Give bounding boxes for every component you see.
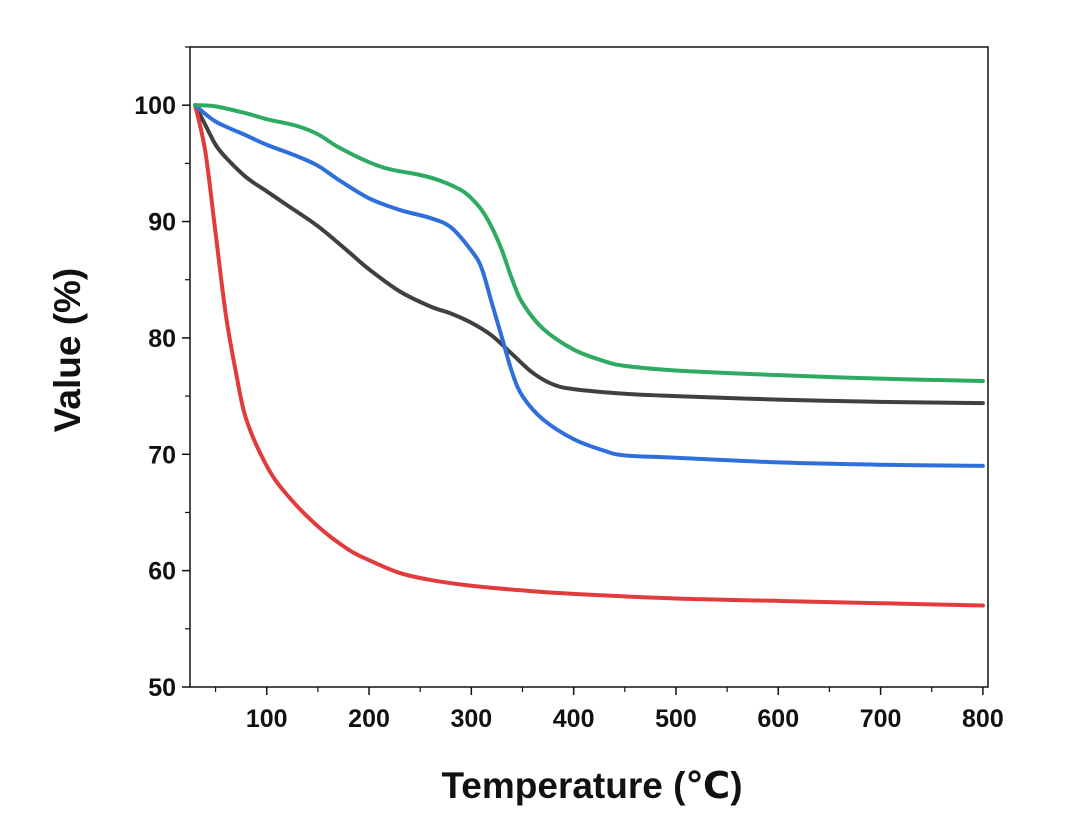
x-tick-label: 600 [757, 705, 799, 733]
y-tick-label: 80 [148, 325, 176, 353]
y-tick-label: 70 [148, 441, 176, 469]
y-tick-label: 50 [148, 674, 176, 702]
series-layer [193, 103, 985, 608]
x-tick-label: 800 [962, 705, 1004, 733]
series-line-2 [193, 103, 985, 608]
x-axis: 100 200 300 400 500 600 700 800 [214, 687, 1004, 733]
x-tick-label: 100 [246, 705, 288, 733]
y-axis-title: Value (%) [47, 268, 88, 433]
x-tick-label: 500 [655, 705, 697, 733]
x-tick-label: 200 [348, 705, 390, 733]
x-tick-label: 400 [553, 705, 595, 733]
y-tick-label: 100 [134, 92, 176, 120]
plot-frame [189, 46, 989, 688]
y-tick-label: 90 [148, 209, 176, 237]
series-line-4 [193, 103, 985, 383]
y-tick-label: 60 [148, 558, 176, 586]
x-tick-label: 300 [450, 705, 492, 733]
y-axis: 50 60 70 80 90 100 [134, 46, 190, 702]
series-line-3 [193, 103, 985, 468]
series-line-1 [193, 103, 985, 406]
x-tick-label: 700 [860, 705, 902, 733]
x-axis-title: Temperature (℃) [441, 765, 742, 806]
